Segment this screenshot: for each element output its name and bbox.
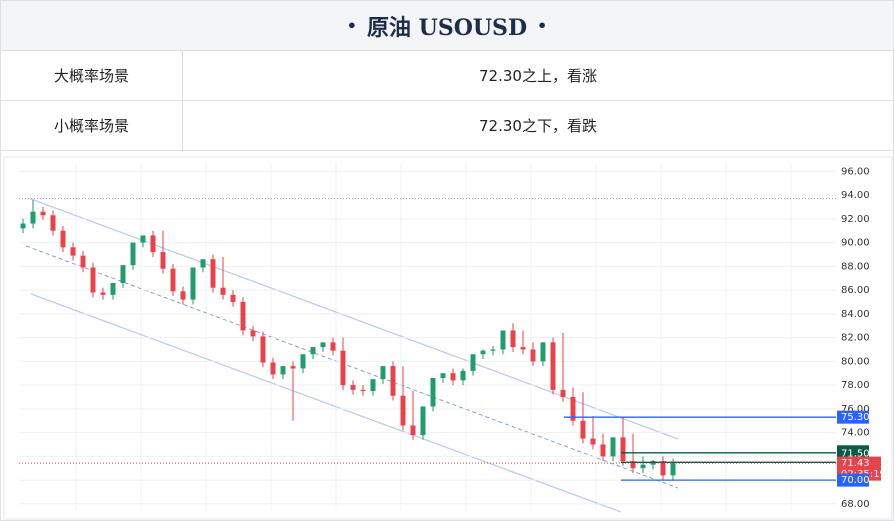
candle-body [640, 464, 646, 469]
candle-body [60, 230, 66, 248]
candle-body [560, 389, 566, 397]
title: 原油 USOUSD [366, 14, 528, 41]
candle-body [330, 342, 336, 351]
candle-body [400, 395, 406, 426]
cell: 72.30之上，看涨 [479, 67, 597, 85]
channel [25, 198, 679, 513]
candle-body [480, 350, 486, 355]
candle-body [20, 223, 26, 229]
candle-body [660, 461, 666, 476]
candle-body [430, 377, 436, 407]
chart: 68.0070.0072.0074.0076.0078.0080.0082.00… [3, 156, 893, 520]
price-tag [837, 473, 869, 487]
candle-body [320, 342, 326, 348]
vertical-grid [75, 163, 792, 511]
candle-body [70, 247, 76, 256]
candle-body [170, 268, 176, 292]
price-tag-label: 75.30 [841, 412, 870, 423]
candle-body [580, 420, 586, 439]
candle-body [50, 215, 56, 231]
y-tick-label: 92.00 [841, 214, 870, 225]
candle-body [340, 350, 346, 386]
candle-body [460, 370, 466, 381]
candle-body [120, 265, 126, 283]
candle-body [510, 330, 516, 348]
candle-body [140, 235, 146, 243]
candle-body [600, 444, 606, 457]
candle-body [300, 354, 306, 369]
y-tick-label: 94.00 [841, 190, 870, 201]
y-tick-label: 68.00 [841, 499, 870, 510]
candle-body [450, 373, 456, 381]
candle-body [40, 211, 46, 216]
candle-body [240, 301, 246, 331]
price-tag [837, 446, 869, 460]
y-tick-label: 90.00 [841, 238, 870, 249]
cell: 大概率场景 [1, 51, 183, 100]
candle-body [190, 267, 196, 300]
candle-body [80, 255, 86, 268]
price-tag-label: 71.50 [841, 448, 870, 459]
candle-body [490, 349, 496, 351]
candle-body [310, 347, 316, 355]
y-tick-label: 80.00 [841, 356, 870, 367]
y-tick-label: 84.00 [841, 309, 870, 320]
table-row: 小概率场景 72.30之下，看跌 [1, 101, 893, 151]
candle-body [390, 366, 396, 396]
candle-body [30, 211, 36, 224]
candle-body [110, 282, 116, 295]
candle-body [610, 437, 616, 457]
candle-body [670, 463, 676, 476]
y-tick-label: 82.00 [841, 333, 870, 344]
candle-body [410, 425, 416, 435]
candle-body [470, 354, 476, 371]
candle-body [100, 292, 106, 295]
candle-body [550, 342, 556, 390]
candle-body [440, 373, 446, 378]
candle-body [620, 437, 626, 462]
candle-body [220, 287, 226, 295]
candle-body [260, 336, 266, 363]
candle-body [290, 366, 296, 369]
y-tick-label: 74.00 [841, 428, 870, 439]
cell: 72.30之下，看跌 [479, 117, 597, 135]
candle-body [630, 461, 636, 469]
candle-body [570, 396, 576, 421]
candle-body [230, 294, 236, 302]
candle-body [130, 242, 136, 266]
price-tag-label: 71.43 [841, 458, 870, 469]
candle-body [280, 366, 286, 375]
candle-body [590, 438, 596, 445]
candle-body [360, 389, 366, 392]
y-tick-label: 78.00 [841, 380, 870, 391]
candle-body [350, 385, 356, 390]
candle-body [530, 349, 536, 362]
candle-body [180, 291, 186, 300]
candle-body [250, 330, 256, 337]
y-tick-label: 86.00 [841, 285, 870, 296]
candle-body [420, 406, 426, 435]
candle-body [380, 366, 386, 380]
candle-body [90, 267, 96, 293]
table-row: 大概率场景 72.30之上，看涨 [1, 51, 893, 101]
candle-body [210, 259, 216, 288]
price-tag [837, 410, 869, 424]
y-tick-label: 96.00 [841, 166, 870, 177]
candle-body [270, 362, 276, 375]
candle-body [370, 379, 376, 392]
candle-body [200, 259, 206, 268]
y-tick-label: 76.00 [841, 404, 870, 415]
cell: 小概率场景 [1, 101, 183, 150]
price-tag-label: 70.00 [841, 475, 870, 486]
candle-body [520, 347, 526, 350]
candle-body [540, 342, 546, 362]
y-tick-label: 88.00 [841, 261, 870, 272]
candle-body [150, 235, 156, 253]
title-bar: • 原油 USOUSD • [1, 1, 893, 51]
candle-body [500, 330, 506, 350]
candle-body [160, 252, 166, 269]
